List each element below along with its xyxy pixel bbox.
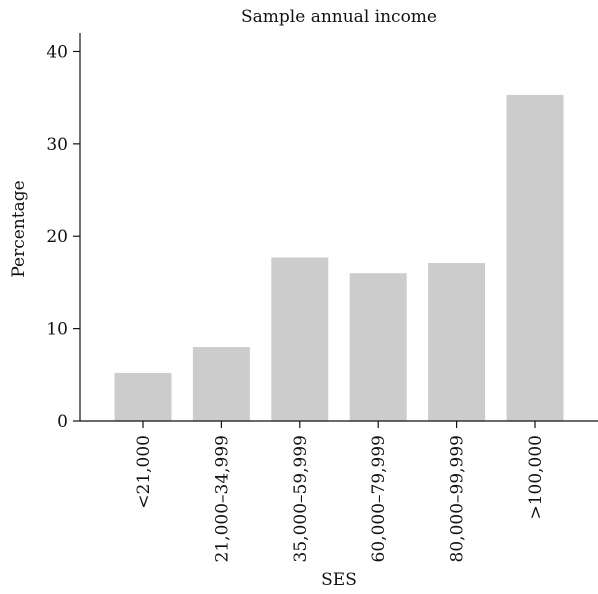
axes-layer: <21,000 21,000–34,999 35,000–59,999 60,000–…: [46, 33, 598, 562]
y-tick-label-2: 20: [46, 227, 68, 247]
bar-5: [506, 94, 564, 422]
x-axis-title: SES: [321, 570, 357, 590]
x-tick-label-3: 60,000–79,999: [369, 435, 389, 562]
x-tick-label-0: <21,000: [134, 435, 154, 509]
y-tick-label-3: 30: [46, 135, 68, 155]
bars-layer: [114, 94, 564, 422]
y-tick-label-4: 40: [46, 42, 68, 62]
x-tick-label-4: 80,000–99,999: [448, 435, 468, 562]
x-tick-label-2: 35,000–59,999: [291, 435, 311, 562]
bar-1: [192, 347, 250, 421]
y-axis-title: Percentage: [9, 180, 29, 277]
y-tick-label-1: 10: [46, 320, 68, 340]
y-tick-label-0: 0: [57, 412, 68, 432]
chart-title: Sample annual income: [241, 7, 437, 27]
x-tick-label-1: 21,000–34,999: [212, 435, 232, 562]
x-tick-label-5: >100,000: [526, 435, 546, 520]
bar-0: [114, 372, 172, 421]
bar-3: [349, 273, 407, 421]
bar-2: [271, 257, 329, 421]
bar-4: [428, 263, 486, 421]
